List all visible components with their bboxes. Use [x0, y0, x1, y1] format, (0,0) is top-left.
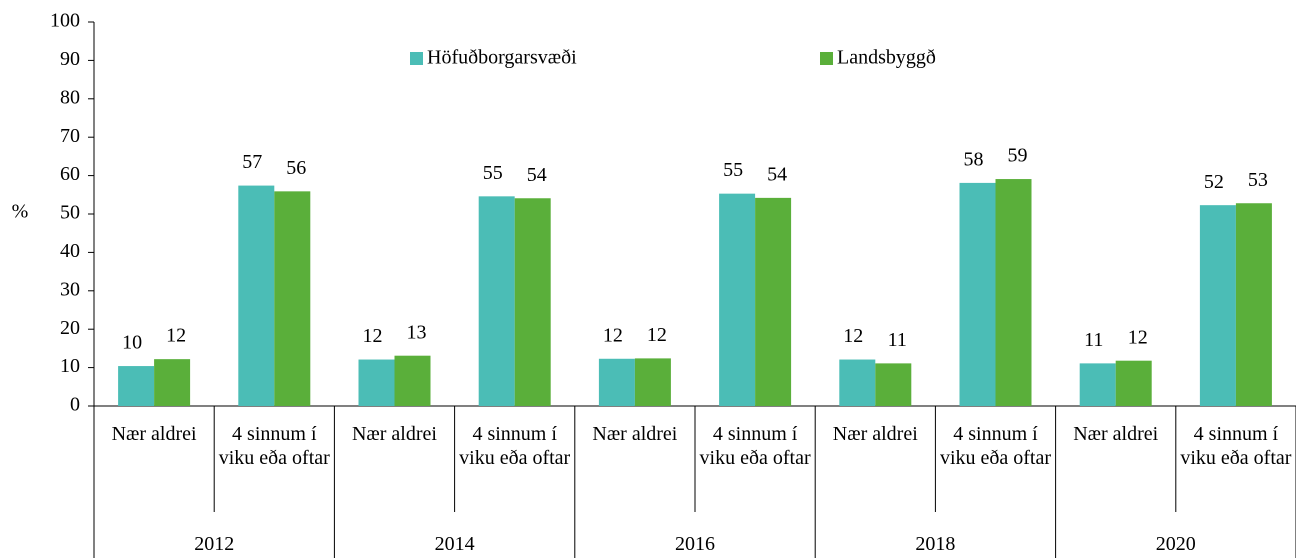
data-label: 12 — [843, 325, 863, 347]
legend-swatch — [820, 52, 833, 65]
data-label: 54 — [767, 163, 787, 185]
y-tick-label: 70 — [60, 125, 80, 147]
legend-swatch — [410, 52, 423, 65]
group-label: 2018 — [915, 533, 956, 555]
data-label: 12 — [603, 324, 623, 346]
x-tick-label: Nær aldrei — [592, 423, 678, 445]
bar — [1235, 203, 1272, 406]
bar — [995, 179, 1032, 406]
x-tick-label: 4 sinnum í viku eða oftar — [939, 423, 1052, 469]
x-tick-label: 4 sinnum í viku eða oftar — [699, 423, 811, 469]
y-tick-label: 100 — [50, 10, 80, 32]
group-label: 2020 — [1155, 533, 1196, 555]
bar — [1115, 360, 1152, 406]
bar — [755, 197, 792, 406]
bar — [598, 358, 635, 406]
y-tick-label: 0 — [70, 394, 80, 416]
bar — [1199, 205, 1236, 406]
legend-label: Höfuðborgarsvæði — [427, 47, 577, 69]
y-tick-label: 20 — [60, 317, 80, 339]
bar — [118, 366, 155, 406]
data-label: 56 — [286, 157, 306, 179]
bar — [478, 196, 515, 406]
y-tick-label: 50 — [60, 202, 80, 224]
bar — [274, 191, 311, 406]
data-label: 58 — [964, 148, 984, 170]
group-label: 2012 — [194, 533, 235, 555]
data-label: 13 — [407, 321, 427, 343]
y-axis-label: % — [12, 201, 29, 223]
bar — [514, 198, 551, 406]
data-label: 53 — [1248, 169, 1268, 191]
bar — [839, 359, 876, 406]
x-tick-label: 4 sinnum í viku eða oftar — [218, 423, 330, 469]
bar — [634, 358, 671, 406]
data-label: 57 — [242, 151, 262, 173]
bar — [238, 185, 275, 406]
data-label: 52 — [1204, 171, 1224, 193]
group-label: 2016 — [674, 533, 715, 555]
x-tick-label: 4 sinnum í viku eða oftar — [1180, 423, 1292, 469]
data-label: 12 — [1128, 326, 1148, 348]
data-label: 12 — [647, 324, 667, 346]
data-label: 12 — [166, 325, 186, 347]
x-tick-label: Nær aldrei — [1073, 423, 1159, 445]
y-tick-label: 40 — [60, 240, 80, 262]
bar — [719, 193, 756, 406]
y-tick-label: 80 — [60, 86, 80, 108]
bar — [394, 355, 431, 406]
bar — [959, 182, 996, 406]
group-label: 2014 — [434, 533, 475, 555]
data-label: 59 — [1008, 145, 1028, 167]
y-tick-label: 10 — [60, 355, 80, 377]
bar — [358, 359, 395, 406]
data-label: 11 — [1084, 329, 1103, 351]
bar — [1079, 363, 1116, 406]
data-label: 55 — [723, 159, 743, 181]
x-tick-label: Nær aldrei — [832, 423, 918, 445]
data-label: 10 — [122, 332, 142, 354]
data-label: 54 — [527, 164, 547, 186]
y-tick-label: 90 — [60, 48, 80, 70]
x-tick-label: 4 sinnum í viku eða oftar — [459, 423, 571, 469]
data-label: 55 — [483, 162, 503, 184]
data-label: 12 — [363, 325, 383, 347]
legend-label: Landsbyggð — [837, 47, 936, 69]
data-label: 11 — [888, 329, 907, 351]
bar — [154, 359, 191, 406]
x-tick-label: Nær aldrei — [111, 423, 197, 445]
x-tick-label: Nær aldrei — [351, 423, 437, 445]
bar — [875, 363, 912, 406]
y-tick-label: 30 — [60, 278, 80, 300]
y-tick-label: 60 — [60, 163, 80, 185]
